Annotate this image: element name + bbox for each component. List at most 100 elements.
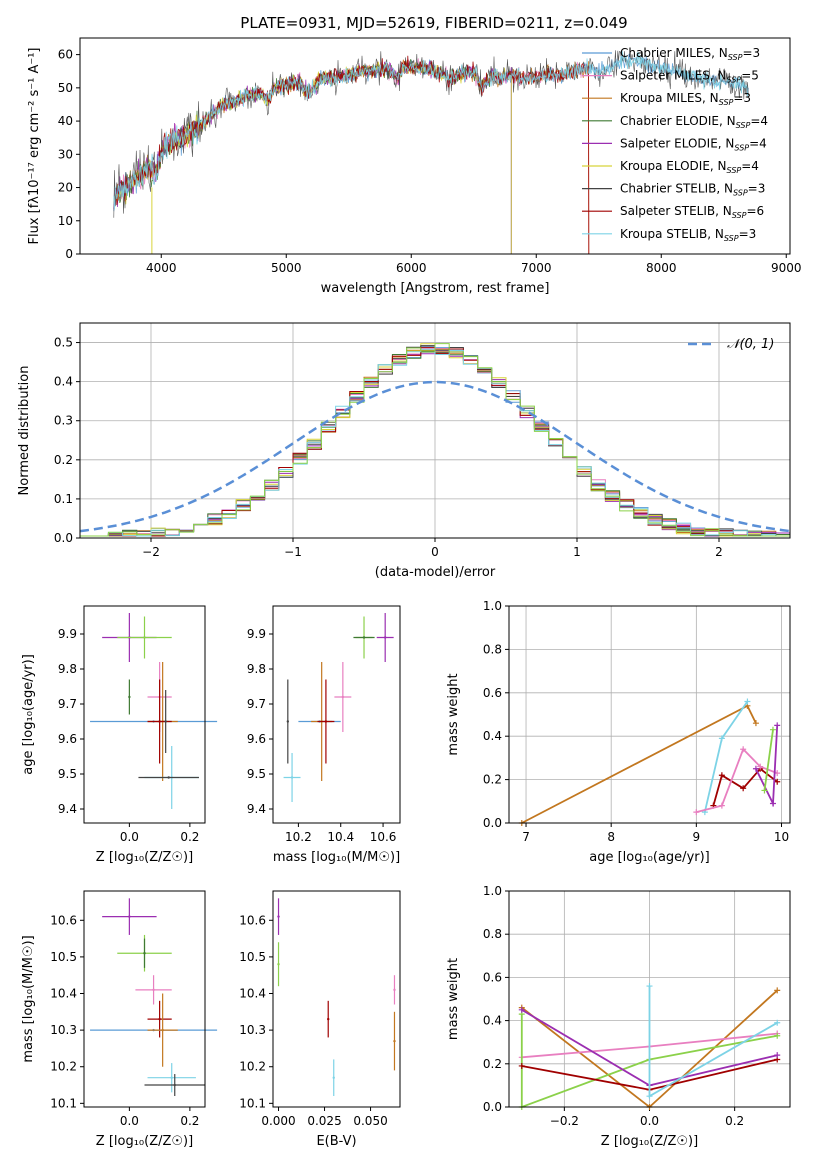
y-tick-label: 10.6 <box>239 913 266 927</box>
legend-entry: Kroupa ELODIE, NSSP=4 <box>620 159 759 175</box>
y-tick-label: 9.5 <box>58 767 77 781</box>
y-tick-label: 10.5 <box>50 950 77 964</box>
y-tick-label: 0.8 <box>483 642 502 656</box>
y-tick-label: 30 <box>58 147 73 161</box>
legend-entry: Chabrier MILES, NSSP=3 <box>620 46 760 62</box>
y-tick-label: 9.6 <box>247 732 266 746</box>
x-axis-label: age [log₁₀(age/yr)] <box>589 850 710 865</box>
y-tick-label: 0.3 <box>54 414 73 428</box>
data-point <box>158 1017 161 1021</box>
y-tick-label: 10.3 <box>239 1023 266 1037</box>
y-tick-label: 1.0 <box>483 599 502 613</box>
x-tick-label: 0 <box>431 545 439 559</box>
y-tick-label: 40 <box>58 114 73 128</box>
y-tick-label: 9.8 <box>247 662 266 676</box>
plot-frame <box>79 37 791 255</box>
x-tick-label: 9 <box>693 830 701 844</box>
data-point <box>158 720 161 723</box>
data-marker <box>646 1093 653 1100</box>
x-axis-label: Z [log₁₀(Z/Z☉)] <box>96 1134 193 1149</box>
y-tick-label: 10.6 <box>50 913 77 927</box>
y-axis-label: mass [log₁₀(M/M☉)] <box>21 935 36 1062</box>
data-point <box>143 636 146 639</box>
y-tick-label: 9.5 <box>247 767 266 781</box>
y-tick-label: 0.5 <box>54 336 73 350</box>
data-point <box>152 988 155 992</box>
y-tick-label: 50 <box>58 81 73 95</box>
x-axis-label: Z [log₁₀(Z/Z☉)] <box>96 850 193 865</box>
y-tick-label: 0.0 <box>54 531 73 545</box>
data-point <box>161 1028 164 1032</box>
data-marker <box>718 802 725 809</box>
y-tick-label: 10.1 <box>239 1096 266 1110</box>
age-vs-mass-panel: 10.2 10.4 10.6 9.4 9.5 9.6 9.7 9.8 9.9 mass [log₁… <box>247 605 401 865</box>
y-tick-label: 0.0 <box>483 1100 502 1114</box>
y-tick-label: 9.7 <box>58 697 77 711</box>
y-tick-label: 10.2 <box>50 1060 77 1074</box>
x-axis-label: E(B-V) <box>316 1134 356 1149</box>
x-tick-label: 0.2 <box>180 830 199 844</box>
y-tick-label: 9.4 <box>58 802 77 816</box>
data-marker <box>518 1006 525 1013</box>
mass-weight-vs-age-panel: 7 8 9 10 0.0 0.2 0.4 0.6 0.8 1.0 age [log₁₀(age/yr… <box>446 599 791 865</box>
y-tick-label: 0.8 <box>483 927 502 941</box>
data-point <box>324 720 328 723</box>
x-tick-label: 0.2 <box>180 1114 199 1128</box>
y-tick-label: 0.1 <box>54 492 73 506</box>
y-tick-label: 9.7 <box>247 697 266 711</box>
x-tick-label: 0.025 <box>307 1114 341 1128</box>
y-tick-label: 0.6 <box>483 970 502 984</box>
mass-vs-metallicity-panel: 0.0 0.2 10.1 10.2 10.3 10.4 10.5 10.6 Z [log₁₀(Z… <box>21 890 218 1149</box>
data-point <box>164 720 167 723</box>
x-tick-label: 0.0 <box>120 1114 139 1128</box>
x-tick-label: 0.2 <box>725 1114 744 1128</box>
data-marker <box>744 698 751 705</box>
data-marker <box>769 800 776 807</box>
x-tick-label: 7000 <box>521 261 552 275</box>
spectrum-series-line <box>113 59 590 255</box>
x-tick-label: 1 <box>573 545 581 559</box>
y-axis-label: age [log₁₀(age/yr)] <box>21 654 36 775</box>
data-marker <box>752 765 759 772</box>
legend-entry: Salpeter STELIB, NSSP=6 <box>620 204 764 220</box>
data-point <box>173 1083 176 1087</box>
age-vs-metallicity-panel: 0.0 0.2 9.4 9.5 9.6 9.7 9.8 9.9 Z [log₁₀(Z/Z☉)] a… <box>21 605 218 865</box>
data-marker <box>740 746 747 753</box>
plot-frame <box>79 322 791 539</box>
y-tick-label: 0.0 <box>483 816 502 830</box>
y-tick-label: 9.6 <box>58 732 77 746</box>
series-line <box>763 729 774 791</box>
x-tick-label: 9000 <box>771 261 802 275</box>
data-point <box>383 636 387 639</box>
mass-vs-ebv-panel: 0.000 0.025 0.050 10.1 10.2 10.3 10.4 10.5 10.6 E… <box>239 890 401 1149</box>
y-tick-label: 20 <box>58 181 73 195</box>
legend-entry: Salpeter MILES, NSSP=5 <box>620 69 759 85</box>
y-tick-label: 10 <box>58 214 73 228</box>
legend-entry: Salpeter ELODIE, NSSP=4 <box>620 136 767 152</box>
x-tick-label: 0.000 <box>261 1114 295 1128</box>
data-point <box>277 963 280 966</box>
data-marker <box>646 983 653 990</box>
mass-weight-vs-metallicity-panel: −0.2 0.0 0.2 0.0 0.2 0.4 0.6 0.8 1.0 Z [log₁₀(Z/Z… <box>446 884 791 1149</box>
spectrum-series-line <box>113 55 590 255</box>
data-marker <box>769 726 776 733</box>
spectrum-panel: 4000 5000 6000 7000 8000 9000 0 10 20 30 40 50 60 wav… <box>27 37 802 296</box>
y-tick-label: 0.4 <box>483 1014 502 1028</box>
data-point <box>341 695 345 699</box>
data-marker <box>761 787 768 794</box>
data-point <box>362 636 366 639</box>
data-point <box>128 695 131 699</box>
x-tick-label: 10.6 <box>370 830 397 844</box>
data-marker <box>693 809 700 816</box>
data-marker <box>774 1052 781 1059</box>
y-tick-label: 0 <box>65 247 73 261</box>
x-tick-label: 8000 <box>646 261 677 275</box>
data-point <box>332 1076 335 1079</box>
series-line <box>520 1014 778 1109</box>
y-tick-label: 0.4 <box>54 375 73 389</box>
y-tick-label: 9.8 <box>58 662 77 676</box>
x-tick-label: −0.2 <box>550 1114 579 1128</box>
y-tick-label: 10.2 <box>239 1060 266 1074</box>
data-marker <box>718 735 725 742</box>
